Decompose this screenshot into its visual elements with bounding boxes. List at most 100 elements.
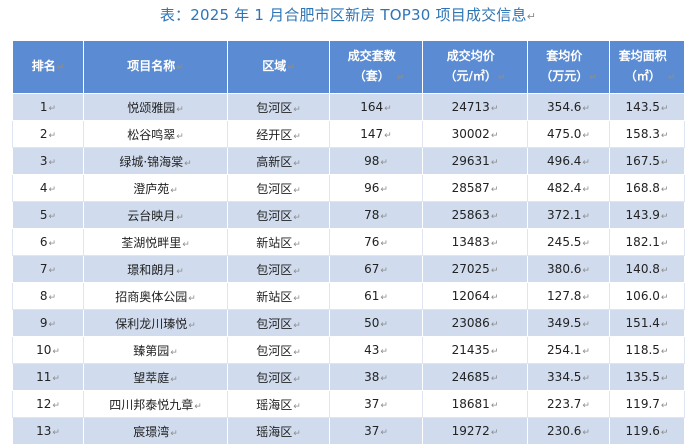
cell-value: 496.4	[547, 154, 582, 168]
cell-units: 96↵	[329, 174, 423, 202]
return-mark-icon: ↵	[182, 239, 190, 250]
cell-unit-price: 254.1↵	[527, 336, 610, 364]
cell-units: 76↵	[329, 228, 423, 256]
cell-value: 24713	[451, 100, 490, 114]
cell-value: 27025	[451, 262, 490, 276]
cell-rank: 3↵	[12, 147, 84, 175]
cell-value: 包河区	[256, 343, 293, 358]
cell-value: 106.0	[625, 289, 660, 303]
cell-value: 19272	[451, 424, 490, 438]
cell-value: 23086	[451, 316, 490, 330]
cell-value: 223.7	[547, 397, 582, 411]
cell-rank: 11↵	[12, 363, 84, 391]
table-row: 12↵ 四川邦泰悦九章↵ 瑶海区↵ 37↵ 18681↵ 223.7↵ 119.7↵	[12, 390, 685, 418]
cell-district: 包河区↵	[227, 255, 330, 283]
header-district-label: 区域	[262, 59, 287, 73]
cell-avg-area: 143.5↵	[609, 93, 685, 121]
cell-units: 37↵	[329, 390, 423, 418]
cell-name: 望萃庭↵	[83, 363, 228, 391]
return-mark-icon: ↵	[497, 73, 506, 83]
cell-avg-price: 13483↵	[422, 228, 528, 256]
return-mark-icon: ↵	[490, 428, 499, 438]
cell-value: 37	[364, 397, 380, 411]
return-mark-icon: ↵	[490, 131, 499, 141]
cell-value: 29631	[451, 154, 490, 168]
cell-avg-price: 24713↵	[422, 93, 528, 121]
cell-value: 168.8	[625, 181, 660, 195]
cell-value: 78	[364, 208, 380, 222]
table-row: 1↵ 悦颂雅园↵ 包河区↵ 164↵ 24713↵ 354.6↵ 143.5↵	[12, 93, 685, 121]
cell-units: 37↵	[329, 417, 423, 445]
cell-units: 147↵	[329, 120, 423, 148]
cell-avg-area: 151.4↵	[609, 309, 685, 337]
cell-value: 28587	[451, 181, 490, 195]
cell-value: 76	[364, 235, 380, 249]
header-avg-price: 成交均价 （元/㎡）↵	[422, 40, 528, 94]
return-mark-icon: ↵	[660, 131, 669, 141]
cell-avg-price: 19272↵	[422, 417, 528, 445]
return-mark-icon: ↵	[48, 320, 57, 330]
return-mark-icon: ↵	[380, 266, 388, 276]
header-unit-price-label: 套均价	[546, 49, 583, 63]
return-mark-icon: ↵	[293, 212, 301, 223]
cell-value: 11	[36, 370, 52, 384]
cell-avg-price: 29631↵	[422, 147, 528, 175]
cell-district: 瑶海区↵	[227, 390, 330, 418]
return-mark-icon: ↵	[52, 374, 60, 384]
cell-rank: 8↵	[12, 282, 84, 310]
cell-value: 云台映月	[127, 208, 176, 223]
cell-value: 四川邦泰悦九章	[109, 397, 194, 412]
cell-value: 164	[360, 100, 384, 114]
return-mark-icon: ↵	[582, 293, 590, 303]
return-mark-icon: ↵	[194, 401, 202, 412]
cell-name: 云台映月↵	[83, 201, 228, 229]
cell-district: 高新区↵	[227, 147, 330, 175]
header-rank-label: 排名	[31, 59, 56, 73]
cell-value: 30002	[451, 127, 490, 141]
return-mark-icon: ↵	[176, 266, 184, 277]
cell-value: 5	[39, 208, 48, 222]
cell-avg-area: 182.1↵	[609, 228, 685, 256]
return-mark-icon: ↵	[48, 158, 57, 168]
cell-avg-price: 28587↵	[422, 174, 528, 202]
return-mark-icon: ↵	[380, 185, 388, 195]
cell-avg-area: 168.8↵	[609, 174, 685, 202]
cell-value: 24685	[451, 370, 490, 384]
header-unit-price: 套均价 （万元）↵	[527, 40, 610, 94]
header-project-name: 项目名称↵	[83, 40, 228, 94]
cell-name: 保利龙川瑧悦↵	[83, 309, 228, 337]
table-title: 表：2025 年 1 月合肥市区新房 TOP30 项目成交信息↵	[0, 4, 696, 28]
header-avg-area-label: 套均面积	[618, 49, 667, 63]
return-mark-icon: ↵	[188, 320, 196, 331]
cell-value: 182.1	[625, 235, 660, 249]
header-avg-area-unit: （㎡）	[624, 69, 661, 83]
header-project-name-label: 项目名称	[127, 59, 176, 73]
return-mark-icon: ↵	[490, 401, 499, 411]
return-mark-icon: ↵	[293, 266, 301, 277]
return-mark-icon: ↵	[293, 347, 301, 358]
cell-units: 164↵	[329, 93, 423, 121]
cell-unit-price: 496.4↵	[527, 147, 610, 175]
cell-unit-price: 354.6↵	[527, 93, 610, 121]
cell-avg-area: 143.9↵	[609, 201, 685, 229]
cell-value: 绿城·锦海棠	[119, 154, 184, 169]
cell-name: 招商奥体公园↵	[83, 282, 228, 310]
cell-value: 保利龙川瑧悦	[115, 316, 188, 331]
return-mark-icon: ↵	[170, 428, 178, 439]
cell-unit-price: 349.5↵	[527, 309, 610, 337]
cell-avg-area: 119.7↵	[609, 390, 685, 418]
cell-district: 经开区↵	[227, 120, 330, 148]
cell-name: 璟和朗月↵	[83, 255, 228, 283]
return-mark-icon: ↵	[660, 293, 669, 303]
return-mark-icon: ↵	[380, 212, 388, 222]
table-title-text: 表：2025 年 1 月合肥市区新房 TOP30 项目成交信息	[159, 6, 527, 24]
cell-value: 包河区	[256, 262, 293, 277]
return-mark-icon: ↵	[526, 10, 537, 23]
cell-value: 瑶海区	[256, 424, 293, 439]
return-mark-icon: ↵	[48, 212, 57, 222]
return-mark-icon: ↵	[48, 239, 57, 249]
return-mark-icon: ↵	[660, 185, 669, 195]
cell-value: 380.6	[547, 262, 582, 276]
cell-value: 151.4	[625, 316, 660, 330]
cell-unit-price: 482.4↵	[527, 174, 610, 202]
